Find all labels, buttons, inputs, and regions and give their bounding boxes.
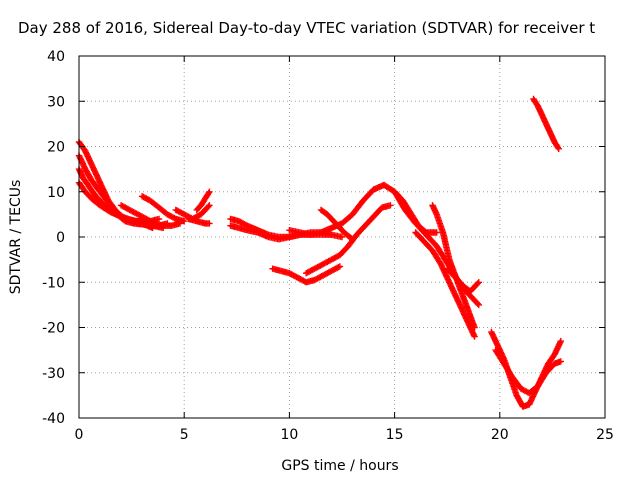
- data-point-marker: [471, 333, 478, 340]
- data-point-marker: [387, 202, 394, 209]
- data-point-marker: [206, 188, 213, 195]
- series-13: [317, 206, 356, 243]
- y-axis-label: SDTVAR / TECUs: [8, 180, 24, 295]
- series-12: [286, 181, 440, 238]
- data-point-marker: [205, 203, 212, 210]
- chart-title: Day 288 of 2016, Sidereal Day-to-day VTE…: [18, 19, 595, 37]
- series-18: [429, 202, 478, 331]
- y-tick-label: -30: [42, 366, 65, 382]
- x-tick-label: 15: [386, 427, 404, 443]
- series-14: [269, 263, 344, 286]
- series-9: [193, 188, 213, 214]
- data-point-marker: [557, 337, 564, 345]
- data-point-marker: [206, 202, 213, 209]
- y-tick-label: 0: [56, 230, 65, 246]
- data-point-marker: [205, 189, 212, 197]
- x-axis-label: GPS time / hours: [281, 458, 398, 474]
- data-point-marker: [555, 145, 562, 152]
- series-16: [391, 188, 482, 309]
- x-tick-label: 10: [280, 427, 298, 443]
- series-8: [185, 215, 213, 227]
- data-point-marker: [471, 324, 478, 331]
- series-5: [117, 202, 184, 229]
- data-marks: [75, 95, 564, 410]
- y-tick-label: -20: [42, 321, 65, 337]
- data-point-marker: [557, 358, 564, 365]
- x-tick-label: 25: [596, 427, 614, 443]
- x-tick-label: 20: [491, 427, 509, 443]
- data-point-marker: [475, 279, 482, 286]
- data-point-marker: [338, 233, 346, 241]
- series-4: [75, 179, 156, 232]
- y-tick-label: 20: [47, 140, 65, 156]
- series-17: [412, 229, 478, 340]
- series-21: [492, 346, 564, 397]
- series-19: [444, 265, 482, 295]
- data-point-marker: [554, 144, 562, 151]
- x-tick-label: 0: [75, 427, 84, 443]
- data-point-marker: [155, 215, 163, 223]
- y-tick-label: 10: [47, 185, 65, 201]
- data-point-marker: [206, 220, 213, 227]
- series-22: [530, 95, 562, 152]
- data-point-marker: [475, 301, 482, 309]
- y-tick-label: -10: [42, 275, 65, 291]
- y-tick-label: 30: [47, 94, 65, 110]
- x-tick-label: 5: [180, 427, 189, 443]
- series-15: [303, 202, 394, 277]
- data-point-marker: [335, 264, 342, 271]
- data-point-marker: [181, 218, 188, 225]
- data-point-marker: [433, 229, 440, 236]
- data-point-marker: [474, 300, 481, 307]
- axis-ticks: 0 5 10 15 20 25 -40 -30 -20 -10 0 10 20 30 40: [42, 49, 614, 443]
- data-point-marker: [336, 263, 344, 270]
- y-tick-label: 40: [47, 49, 65, 65]
- data-point-marker: [474, 280, 481, 287]
- series-6: [138, 193, 188, 225]
- y-tick-label: -40: [42, 411, 65, 427]
